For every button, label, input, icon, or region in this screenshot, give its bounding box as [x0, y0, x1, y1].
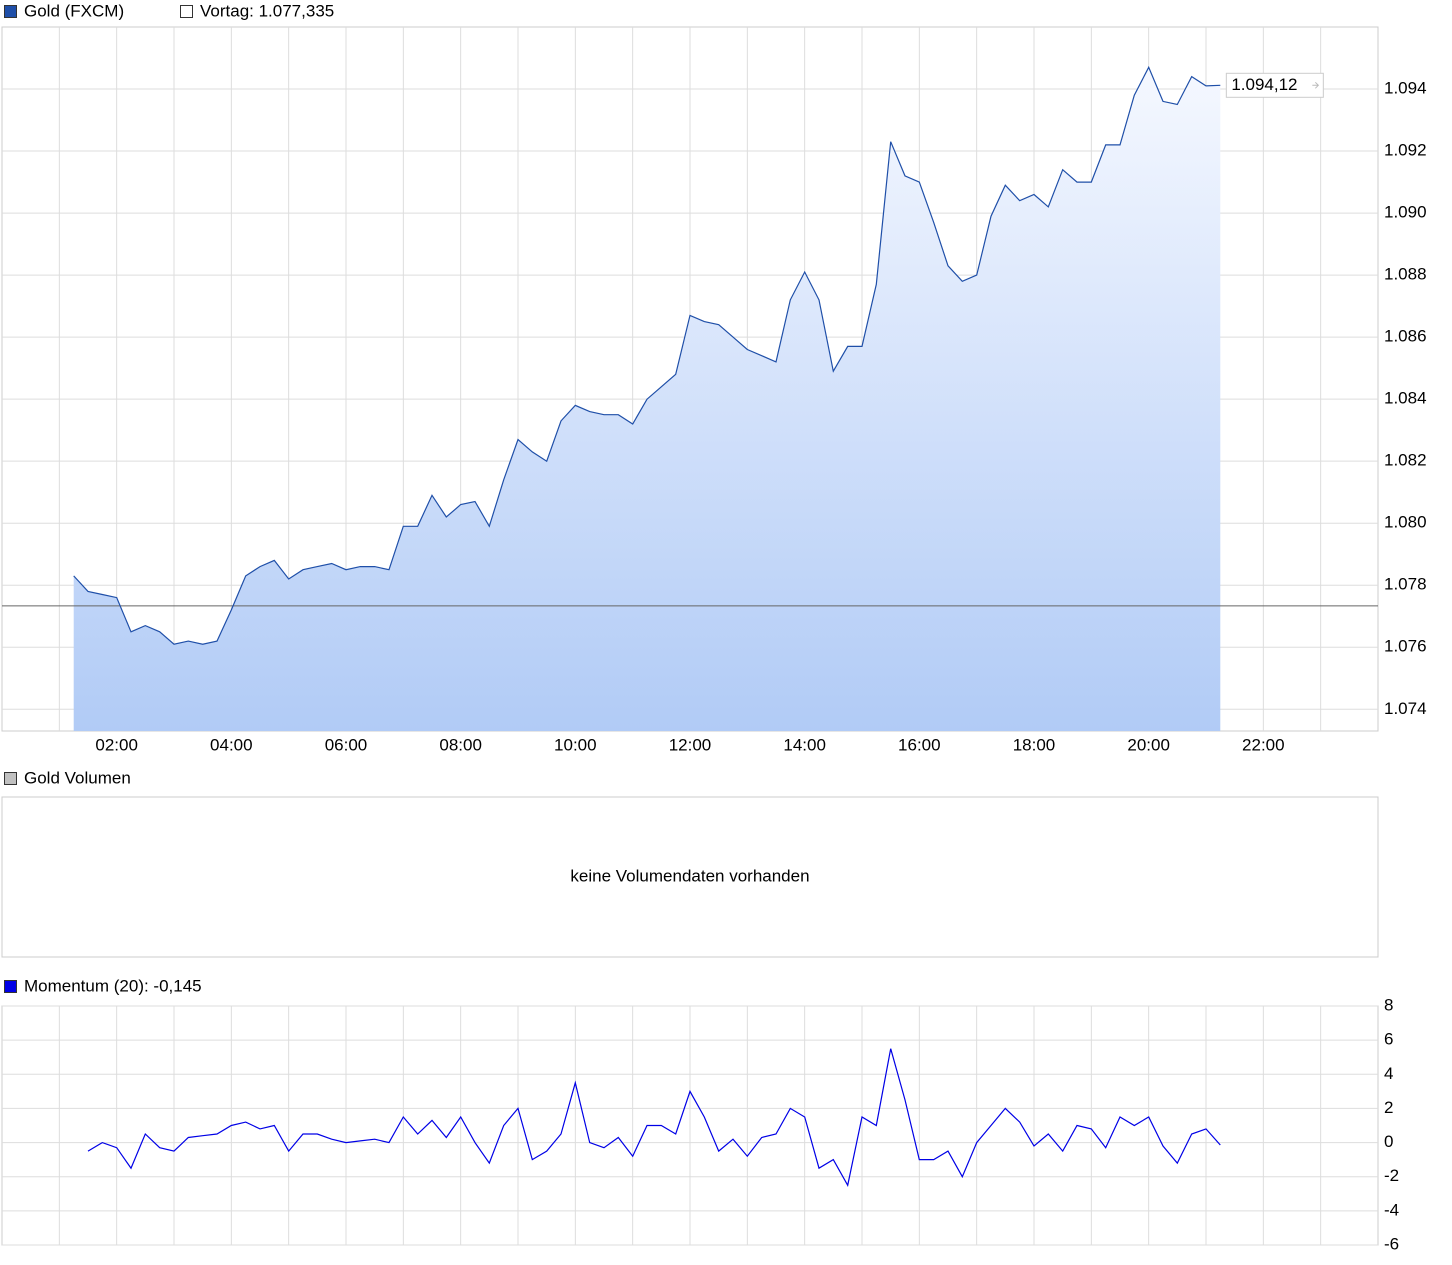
series-line	[87, 1048, 1221, 1187]
last-price-label: 1.094,12	[1231, 75, 1297, 94]
x-tick-label: 12:00	[669, 735, 712, 754]
y-tick-label: 1.084	[1384, 389, 1427, 408]
y-tick-label: 1.074	[1384, 699, 1427, 718]
y-tick-label: 1.086	[1384, 327, 1427, 346]
panel-title: Gold (FXCM)	[24, 1, 124, 20]
series-line	[73, 65, 1221, 645]
y-tick-label: 1.076	[1384, 637, 1427, 656]
y-tick-label: 4	[1384, 1064, 1393, 1083]
legend-swatch	[4, 772, 17, 785]
x-tick-label: 10:00	[554, 735, 597, 754]
area-fill	[73, 67, 1221, 732]
y-tick-label: 6	[1384, 1030, 1393, 1049]
x-tick-label: 02:00	[95, 735, 138, 754]
last-price-box	[1225, 72, 1324, 98]
x-tick-label: 20:00	[1127, 735, 1170, 754]
y-tick-label: 1.088	[1384, 265, 1427, 284]
x-tick-label: 16:00	[898, 735, 941, 754]
y-tick-label: -2	[1384, 1166, 1399, 1185]
y-tick-label: 2	[1384, 1098, 1393, 1117]
x-tick-label: 06:00	[325, 735, 368, 754]
y-tick-label: 1.082	[1384, 451, 1427, 470]
legend-swatch	[4, 980, 17, 993]
last-price-arrow	[1312, 81, 1320, 89]
x-tick-label: 14:00	[783, 735, 826, 754]
x-tick-label: 04:00	[210, 735, 253, 754]
y-tick-label: 1.090	[1384, 203, 1427, 222]
y-tick-label: 1.078	[1384, 575, 1427, 594]
panel-title: Gold Volumen	[24, 768, 131, 787]
y-tick-label: 8	[1384, 995, 1393, 1014]
empty-message: keine Volumendaten vorhanden	[570, 866, 809, 885]
legend-swatch	[180, 5, 193, 18]
x-tick-label: 18:00	[1013, 735, 1056, 754]
panel-title: Momentum (20): -0,145	[24, 976, 202, 995]
x-tick-label: 08:00	[439, 735, 482, 754]
y-tick-label: -6	[1384, 1234, 1399, 1253]
legend-swatch	[4, 5, 17, 18]
y-tick-label: 1.080	[1384, 513, 1427, 532]
y-tick-label: 1.092	[1384, 141, 1427, 160]
y-tick-label: 0	[1384, 1132, 1393, 1151]
prev-close-label: Vortag: 1.077,335	[200, 1, 334, 20]
y-tick-label: -4	[1384, 1200, 1399, 1219]
y-tick-label: 1.094	[1384, 79, 1427, 98]
x-tick-label: 22:00	[1242, 735, 1285, 754]
panel-frame	[1, 796, 1379, 958]
